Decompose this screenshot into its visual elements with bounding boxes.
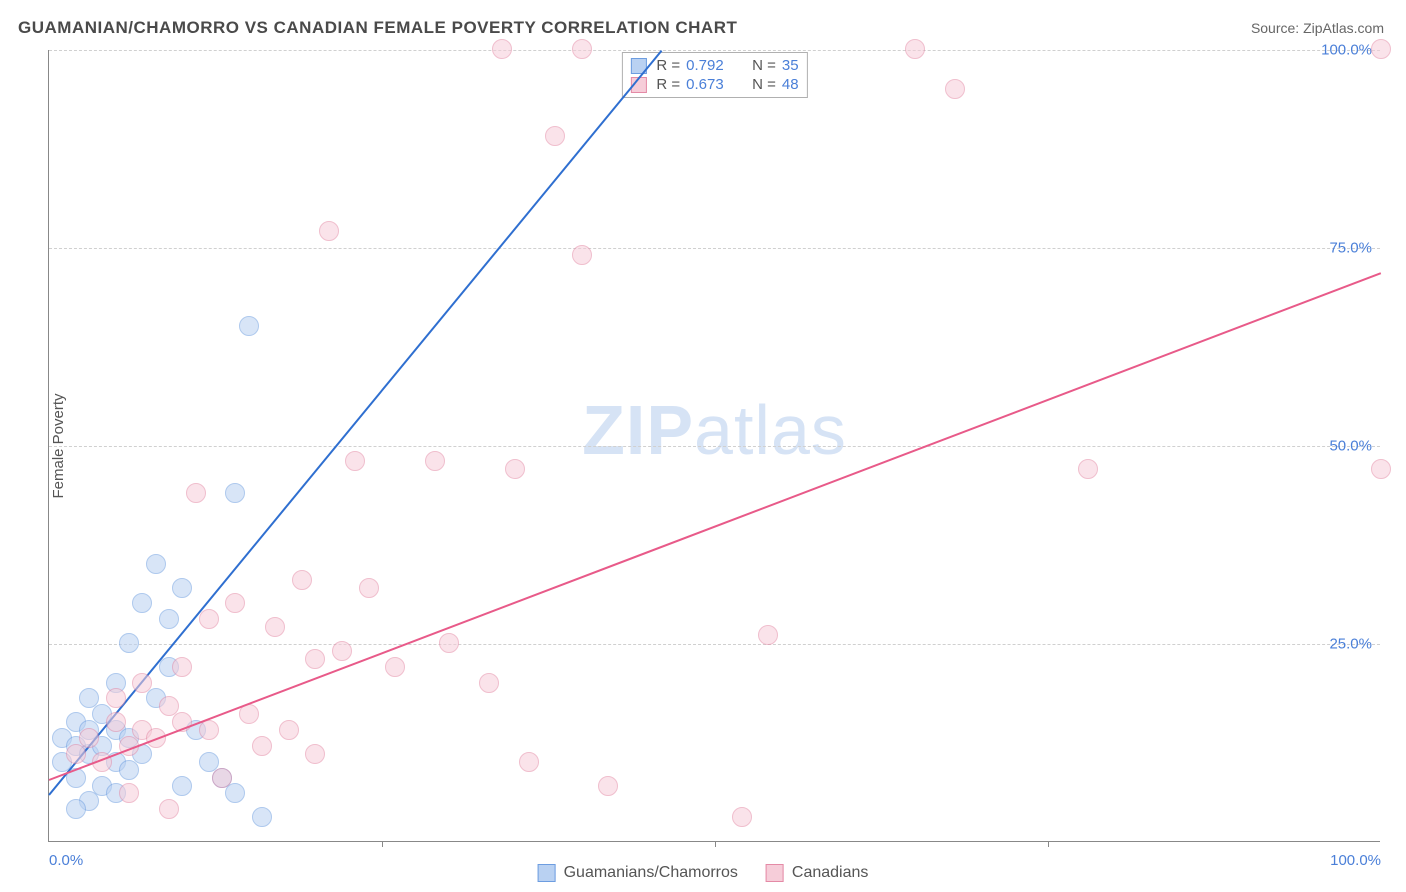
scatter-point: [212, 768, 232, 788]
scatter-point: [572, 245, 592, 265]
scatter-point: [239, 316, 259, 336]
scatter-point: [292, 570, 312, 590]
scatter-point: [1078, 459, 1098, 479]
scatter-point: [106, 712, 126, 732]
gridline: [49, 446, 1380, 447]
n-label: N =: [752, 57, 776, 74]
scatter-point: [279, 720, 299, 740]
scatter-point: [345, 451, 365, 471]
chart-title: GUAMANIAN/CHAMORRO VS CANADIAN FEMALE PO…: [18, 18, 737, 38]
scatter-point: [439, 633, 459, 653]
scatter-point: [505, 459, 525, 479]
scatter-point: [199, 720, 219, 740]
scatter-point: [146, 554, 166, 574]
gridline: [49, 644, 1380, 645]
legend-swatch-icon: [538, 864, 556, 882]
scatter-point: [732, 807, 752, 827]
gridline: [49, 248, 1380, 249]
scatter-point: [159, 609, 179, 629]
scatter-point: [66, 744, 86, 764]
scatter-point: [79, 728, 99, 748]
scatter-point: [425, 451, 445, 471]
y-tick-label: 75.0%: [1329, 240, 1372, 257]
chart-container: GUAMANIAN/CHAMORRO VS CANADIAN FEMALE PO…: [0, 0, 1406, 892]
scatter-point: [119, 783, 139, 803]
scatter-point: [119, 760, 139, 780]
gridline: [49, 50, 1380, 51]
r-value: 0.792: [686, 57, 736, 74]
x-tick-mark: [382, 841, 383, 847]
n-value: 48: [782, 76, 799, 93]
scatter-point: [945, 79, 965, 99]
y-tick-label: 25.0%: [1329, 636, 1372, 653]
scatter-point: [305, 744, 325, 764]
scatter-point: [319, 221, 339, 241]
legend-label: Guamanians/Chamorros: [564, 864, 738, 882]
scatter-point: [479, 673, 499, 693]
legend-label: Canadians: [792, 864, 869, 882]
scatter-point: [172, 657, 192, 677]
scatter-point: [519, 752, 539, 772]
scatter-point: [132, 593, 152, 613]
scatter-point: [132, 673, 152, 693]
legend-swatch-icon: [766, 864, 784, 882]
scatter-point: [492, 39, 512, 59]
trend-line: [49, 272, 1382, 781]
scatter-point: [385, 657, 405, 677]
r-value: 0.673: [686, 76, 736, 93]
plot-area: ZIPatlas R = 0.792 N = 35 R = 0.673 N = …: [48, 50, 1380, 842]
scatter-point: [305, 649, 325, 669]
scatter-point: [172, 578, 192, 598]
scatter-point: [1371, 459, 1391, 479]
x-tick-label: 100.0%: [1330, 852, 1381, 869]
n-value: 35: [782, 57, 799, 74]
legend-item: Guamanians/Chamorros: [538, 864, 738, 882]
y-tick-label: 100.0%: [1321, 42, 1372, 59]
scatter-point: [225, 783, 245, 803]
scatter-point: [1371, 39, 1391, 59]
source-attribution: Source: ZipAtlas.com: [1251, 20, 1384, 36]
scatter-point: [225, 483, 245, 503]
scatter-point: [66, 799, 86, 819]
scatter-point: [598, 776, 618, 796]
scatter-point: [905, 39, 925, 59]
stat-legend: R = 0.792 N = 35 R = 0.673 N = 48: [621, 52, 807, 98]
scatter-point: [265, 617, 285, 637]
x-tick-mark: [1048, 841, 1049, 847]
watermark-zip: ZIP: [582, 391, 694, 469]
scatter-point: [252, 736, 272, 756]
scatter-point: [106, 688, 126, 708]
watermark-atlas: atlas: [694, 391, 847, 469]
x-tick-label: 0.0%: [49, 852, 83, 869]
r-label: R =: [656, 57, 680, 74]
legend-item: Canadians: [766, 864, 869, 882]
n-label: N =: [752, 76, 776, 93]
scatter-point: [225, 593, 245, 613]
r-label: R =: [656, 76, 680, 93]
scatter-point: [199, 609, 219, 629]
watermark: ZIPatlas: [582, 390, 847, 470]
stat-row: R = 0.673 N = 48: [630, 75, 798, 94]
scatter-point: [332, 641, 352, 661]
scatter-point: [758, 625, 778, 645]
scatter-point: [252, 807, 272, 827]
bottom-legend: Guamanians/Chamorros Canadians: [538, 864, 869, 882]
scatter-point: [572, 39, 592, 59]
scatter-point: [159, 799, 179, 819]
y-tick-label: 50.0%: [1329, 438, 1372, 455]
scatter-point: [186, 483, 206, 503]
x-tick-mark: [715, 841, 716, 847]
scatter-point: [119, 633, 139, 653]
scatter-point: [359, 578, 379, 598]
scatter-point: [172, 776, 192, 796]
scatter-point: [545, 126, 565, 146]
